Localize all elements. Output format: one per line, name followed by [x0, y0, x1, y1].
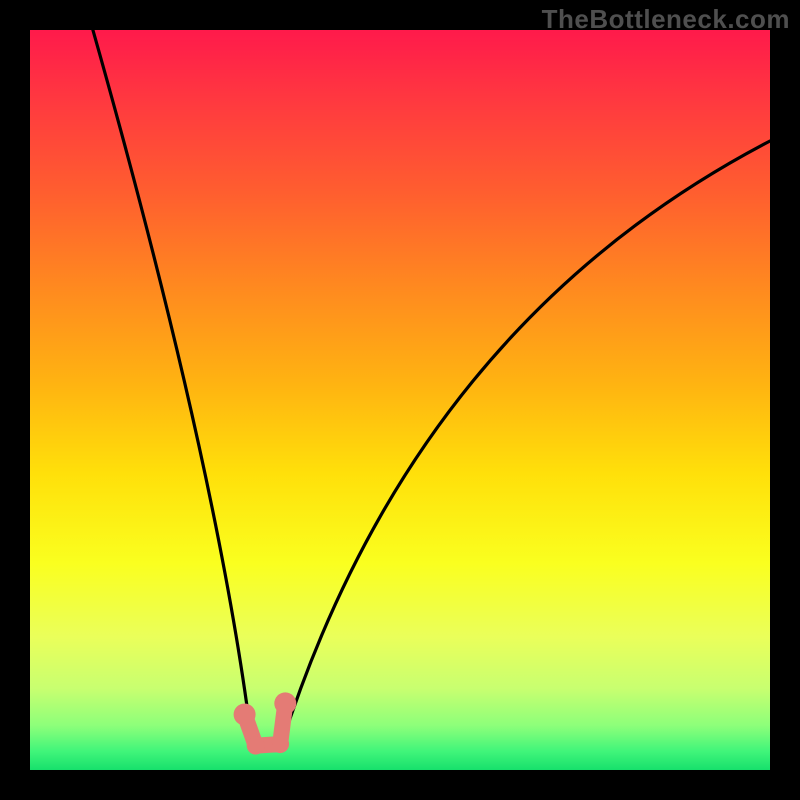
plot-background — [30, 30, 770, 770]
chart-svg — [0, 0, 800, 800]
watermark-text: TheBottleneck.com — [542, 4, 790, 35]
